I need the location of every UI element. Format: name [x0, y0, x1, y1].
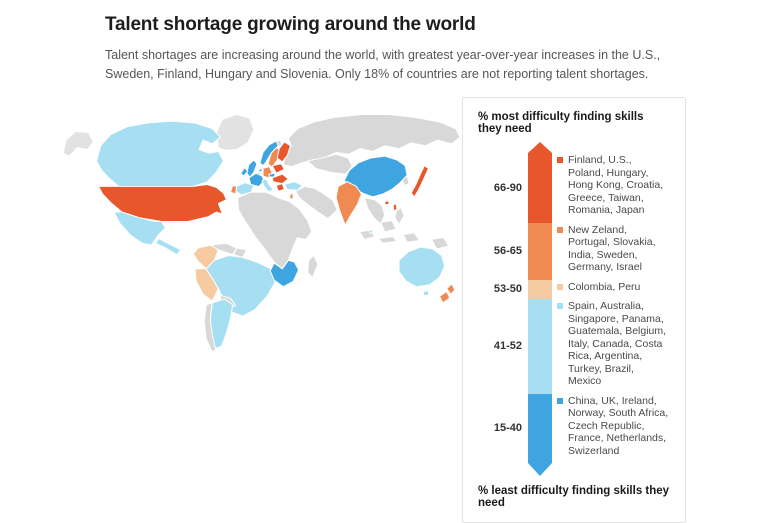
legend-country-list: Finland, U.S., Poland, Hungary, Hong Kon… — [552, 153, 670, 223]
legend-top-label: % most difficulty finding skills they ne… — [478, 111, 644, 135]
region-papua-new-guinea — [431, 237, 450, 250]
region-tasmania — [422, 290, 429, 296]
region-israel — [288, 193, 294, 201]
legend-item: 66-90 Finland, U.S., Poland, Hungary, Ho… — [478, 153, 670, 223]
region-java — [378, 236, 398, 244]
region-middle-east — [295, 185, 338, 220]
legend-color-band — [528, 153, 552, 223]
legend-country-text: Colombia, Peru — [568, 280, 641, 293]
legend-range-label: 15-40 — [493, 422, 522, 435]
legend-country-list: Colombia, Peru — [552, 280, 670, 300]
legend-country-text: Finland, U.S., Poland, Hungary, Hong Kon… — [568, 154, 664, 216]
legend-scale: 66-90 Finland, U.S., Poland, Hungary, Ho… — [478, 142, 670, 476]
region-taiwan — [392, 203, 398, 212]
legend-country-text: New Zeland, Portugal, Slovakia, India, S… — [568, 223, 656, 274]
legend-range-label: 41-52 — [493, 340, 522, 353]
region-greenland — [215, 114, 255, 151]
region-canada — [96, 120, 224, 187]
region-borneo — [380, 220, 397, 233]
legend-arrow-down-icon — [528, 463, 552, 476]
region-china — [343, 155, 408, 198]
legend-item: 53-50 Colombia, Peru — [478, 279, 670, 300]
region-portugal — [230, 185, 238, 195]
region-alaska — [62, 131, 95, 157]
legend-arrow-up-icon — [528, 142, 552, 153]
region-greece — [275, 183, 285, 192]
legend-country-text: China, UK, Ireland, Norway, South Africa… — [568, 394, 669, 457]
region-united-states — [98, 184, 227, 222]
world-map-svg — [62, 114, 461, 353]
region-india — [335, 181, 362, 226]
legend-range-label: 53-50 — [493, 283, 522, 296]
legend-item: 41-52 Spain, Australia, Singapore, Panam… — [478, 299, 670, 394]
region-hong-kong — [384, 200, 390, 205]
region-italy — [261, 178, 274, 193]
region-africa — [237, 191, 313, 270]
page-title: Talent shortage growing around the world — [105, 14, 476, 35]
legend-bullet-icon — [557, 303, 563, 309]
region-singapore — [369, 229, 374, 234]
legend-country-text: Spain, Australia, Singapore, Panama, Gua… — [568, 300, 667, 387]
legend-color-band — [528, 222, 552, 280]
legend-item: 56-65 New Zeland, Portugal, Slovakia, In… — [478, 222, 670, 280]
region-central-america — [154, 238, 182, 256]
region-southeast-asia — [364, 197, 386, 225]
region-philippines — [394, 206, 405, 225]
legend-range-label: 66-90 — [493, 181, 522, 194]
region-australia — [398, 246, 446, 288]
legend-range-label: 56-65 — [493, 245, 522, 257]
region-madagascar — [307, 255, 319, 278]
legend-bullet-icon — [557, 397, 563, 404]
region-brazil — [205, 255, 276, 317]
legend-bullet-icon — [557, 226, 563, 233]
region-finland — [276, 141, 291, 163]
region-sulawesi — [402, 232, 420, 243]
legend-bullet-icon — [557, 157, 563, 163]
legend-country-list: Spain, Australia, Singapore, Panama, Gua… — [552, 299, 670, 394]
legend-country-list: New Zeland, Portugal, Slovakia, India, S… — [552, 223, 670, 280]
legend-color-band — [528, 299, 552, 394]
world-choropleth-map — [58, 106, 464, 354]
legend-country-list: China, UK, Ireland, Norway, South Africa… — [552, 394, 670, 464]
legend-color-band — [528, 393, 552, 463]
legend-bottom-label: % least difficulty finding skills they n… — [478, 485, 670, 509]
region-poland — [271, 163, 285, 174]
region-central-asia — [307, 153, 353, 175]
region-czech-republic — [268, 172, 276, 178]
region-japan — [410, 165, 429, 198]
region-turkey — [283, 181, 304, 191]
region-norway — [259, 140, 279, 167]
region-argentina — [209, 298, 234, 349]
legend-color-band — [528, 279, 552, 299]
region-russia — [282, 114, 461, 168]
legend-panel: % most difficulty finding skills they ne… — [462, 97, 686, 523]
region-mexico — [113, 211, 167, 246]
legend-bullet-icon — [557, 283, 563, 290]
page-subtitle: Talent shortages are increasing around t… — [105, 48, 661, 81]
region-south-africa — [269, 259, 300, 288]
region-hungary-croatia-romania — [271, 173, 289, 185]
region-new-zealand-north — [446, 283, 456, 295]
legend-item: 15-40 China, UK, Ireland, Norway, South … — [478, 393, 670, 464]
region-ireland — [240, 167, 249, 177]
region-new-zealand-south — [439, 291, 451, 304]
region-netherlands — [258, 168, 263, 173]
